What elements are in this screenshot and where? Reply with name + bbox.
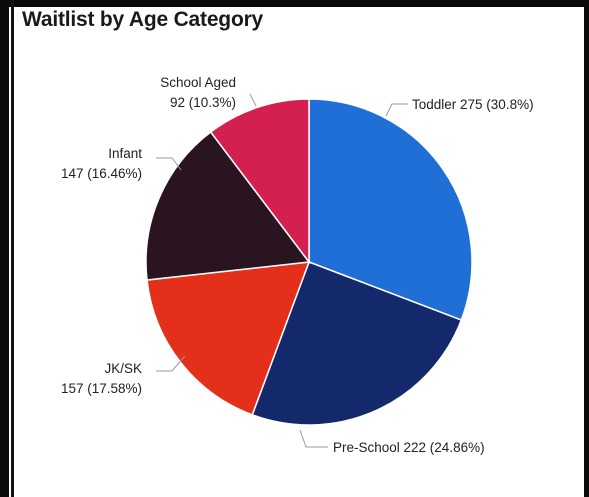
pie-slice-school-aged xyxy=(209,98,310,265)
pie-slice-toddler xyxy=(308,98,473,322)
data-label-toddler: Toddler 275 (30.8%) xyxy=(412,97,534,112)
pie-slice-infant xyxy=(145,130,311,281)
leader-line-pre-school xyxy=(299,429,328,448)
pie-slice-pre-school xyxy=(251,261,463,426)
left-border-inner xyxy=(11,0,14,497)
leader-line-jk-sk xyxy=(156,355,186,372)
data-label-jk-sk: JK/SK xyxy=(104,361,142,376)
data-label-infant: Infant xyxy=(108,146,142,161)
data-label-value-jk-sk: 157 (17.58%) xyxy=(61,381,142,396)
top-border xyxy=(0,0,589,7)
left-border xyxy=(0,0,9,497)
data-label-school-aged: School Aged xyxy=(160,75,236,90)
right-border xyxy=(584,0,589,497)
data-label-value-school-aged: 92 (10.3%) xyxy=(170,95,236,110)
leader-line-infant xyxy=(156,157,182,171)
leader-line-school-aged xyxy=(249,93,257,107)
data-label-pre-school: Pre-School 222 (24.86%) xyxy=(333,440,485,455)
leader-line-toddler xyxy=(385,103,408,117)
chart-title: Waitlist by Age Category xyxy=(22,8,264,31)
data-label-value-infant: 147 (16.46%) xyxy=(61,166,142,181)
pie-slice-jk-sk xyxy=(146,261,311,416)
